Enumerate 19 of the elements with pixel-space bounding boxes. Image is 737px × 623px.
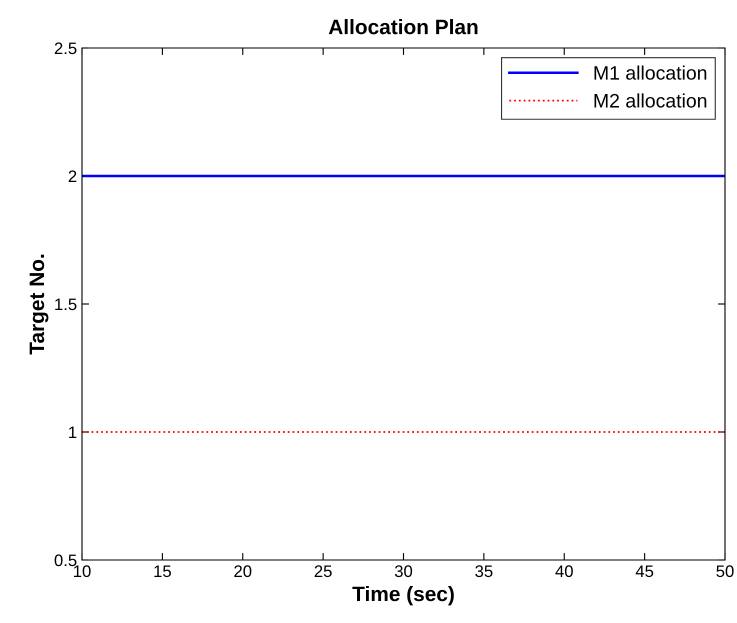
y-tick-label: 0.5: [54, 554, 76, 566]
y-tick-label: 2.5: [54, 42, 76, 54]
x-tick-label: 40: [555, 565, 573, 578]
y-tick-label: 1: [69, 426, 76, 438]
x-axis-title: Time (sec): [352, 586, 454, 606]
x-tick-label: 20: [234, 565, 252, 578]
y-tick-label: 1.5: [55, 298, 76, 310]
x-tick-label: 35: [475, 565, 492, 578]
x-tick-label: 30: [394, 565, 412, 578]
legend-label: M1 allocation: [594, 66, 706, 80]
x-tick-label: 25: [314, 565, 332, 578]
x-tick-label: 15: [154, 565, 171, 578]
legend-label: M2 allocation: [594, 93, 706, 108]
chart-title: Allocation Plan: [328, 19, 478, 34]
x-tick-label: 10: [74, 565, 91, 578]
x-tick-label: 45: [636, 565, 654, 578]
y-tick-label: 2: [68, 170, 76, 182]
y-axis-title: Target No.: [30, 254, 48, 355]
x-tick-label: 50: [716, 565, 734, 578]
